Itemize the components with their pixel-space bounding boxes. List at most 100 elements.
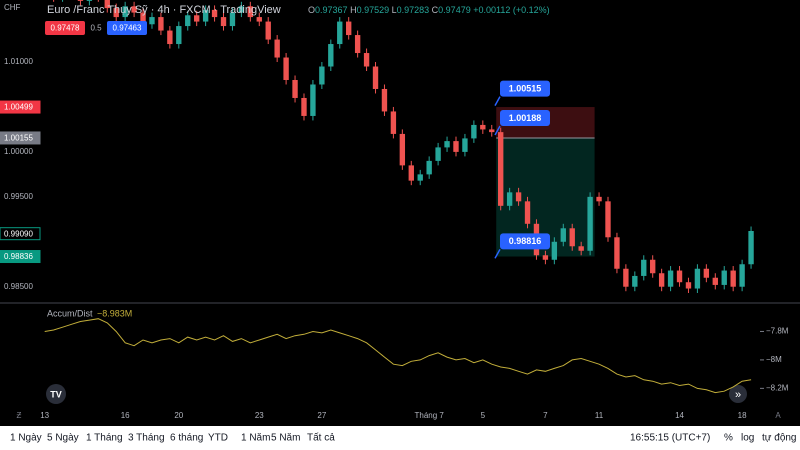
y-tick-label: −8.2M <box>766 383 789 392</box>
candle-body <box>524 201 531 224</box>
candle-body <box>739 264 745 287</box>
x-tick-label: 27 <box>317 411 326 420</box>
candle-body <box>498 132 504 206</box>
range-button[interactable]: 5 Ngày <box>47 433 79 444</box>
price-axis-label-box <box>0 100 41 114</box>
range-button[interactable]: 1 Ngày <box>10 433 42 444</box>
candle-body <box>712 277 718 285</box>
candle-body <box>319 66 325 85</box>
candle-body <box>149 17 155 25</box>
candle-body <box>283 57 289 80</box>
candle-body <box>489 129 495 133</box>
candle-body <box>220 17 227 27</box>
candle-body <box>328 44 334 67</box>
candle-body <box>301 97 307 116</box>
candle-body <box>417 174 423 181</box>
range-button[interactable]: 1 Năm <box>241 433 270 444</box>
price-callout: 1.00515 <box>509 83 542 93</box>
ohlc-value: 0.97529 <box>357 5 392 15</box>
candle-body <box>453 141 459 152</box>
x-tick-label: 23 <box>255 411 264 420</box>
range-button[interactable]: 3 Tháng <box>128 433 165 444</box>
buy-price[interactable]: 0.97463 <box>113 24 142 33</box>
candle-body <box>346 21 352 36</box>
candle-body <box>167 30 173 45</box>
candle-body <box>462 138 468 152</box>
sell-box[interactable] <box>45 21 85 35</box>
range-button[interactable]: 1 Tháng <box>86 433 123 444</box>
indicator-value: −8.983M <box>97 308 132 318</box>
sell-price[interactable]: 0.97478 <box>51 24 80 33</box>
scroll-button[interactable] <box>729 385 747 403</box>
candle-body <box>122 6 128 18</box>
candle-body <box>658 273 665 287</box>
candle-body <box>515 192 522 202</box>
callout-pointer <box>494 248 501 259</box>
candle-body <box>578 246 584 251</box>
buy-box[interactable] <box>107 21 147 35</box>
auto-toggle[interactable]: tự động <box>762 433 797 444</box>
candle-body <box>471 124 477 139</box>
ohlc-key: O <box>308 5 315 15</box>
candle-body <box>569 228 575 247</box>
candle-body <box>685 282 692 289</box>
candle-body <box>560 228 566 242</box>
x-tick-label: 14 <box>675 411 684 420</box>
symbol-title: Euro /Franc Thụy Sỹ · 4h · FXCM · Tradin… <box>47 4 281 16</box>
clock: 16:55:15 (UTC+7) <box>630 433 710 444</box>
range-button[interactable]: 6 tháng <box>170 433 203 444</box>
candle-body <box>238 6 245 13</box>
candle-body <box>310 84 316 116</box>
candle-body <box>587 196 593 251</box>
callout-pointer <box>494 125 501 136</box>
x-tick-label: 11 <box>595 411 604 420</box>
candle-body <box>265 21 271 40</box>
callout-pointer <box>494 96 501 106</box>
tv-logo-mark: TV <box>50 389 62 399</box>
scroll-icon[interactable]: » <box>735 389 741 401</box>
candle-body <box>542 255 549 260</box>
ohlc-key: L <box>392 5 397 15</box>
candle-body <box>614 237 620 269</box>
candle-body <box>694 268 701 289</box>
x-tick-label: 16 <box>121 411 130 420</box>
candle-body <box>506 192 513 206</box>
candle-body <box>211 9 218 18</box>
range-button[interactable]: YTD <box>208 433 228 444</box>
settings-icon[interactable]: Ƶ <box>17 411 22 420</box>
candle-body <box>247 6 254 18</box>
price-axis-label-box <box>0 227 41 241</box>
candle-body <box>256 17 262 22</box>
candle-body <box>372 66 379 89</box>
x-tick-label: Tháng 7 <box>414 411 444 420</box>
ohlc-key: H <box>350 5 357 15</box>
y-tick-label: 1.00000 <box>4 147 33 156</box>
candle-body <box>140 12 146 25</box>
range-button[interactable]: Tất cả <box>307 432 335 444</box>
candle-body <box>641 259 647 276</box>
candle-body <box>274 39 280 58</box>
candle-body <box>131 6 137 13</box>
candle-body <box>551 241 558 260</box>
auto-scale-icon[interactable]: A <box>775 411 781 420</box>
candle-body <box>229 12 236 27</box>
currency: CHF <box>4 3 21 12</box>
price-axis-label-box <box>0 131 41 145</box>
y-tick-label: 1.01000 <box>4 57 33 66</box>
candle-body <box>748 230 754 265</box>
candle-body <box>381 88 388 112</box>
candle-body <box>408 165 414 181</box>
candle-body <box>623 268 629 287</box>
y-tick-label: −7.8M <box>766 327 789 336</box>
candle-body <box>399 133 406 166</box>
candle-body <box>730 270 736 287</box>
log-toggle[interactable]: log <box>741 433 754 444</box>
accum-dist-line <box>44 318 752 394</box>
price-callout: 0.98816 <box>509 236 542 246</box>
price-axis-label: 0.98836 <box>4 252 33 261</box>
x-tick-label: 7 <box>543 411 548 420</box>
range-button[interactable]: 5 Năm <box>271 433 300 444</box>
candle-body <box>292 79 298 98</box>
percent-toggle[interactable]: % <box>724 433 733 444</box>
